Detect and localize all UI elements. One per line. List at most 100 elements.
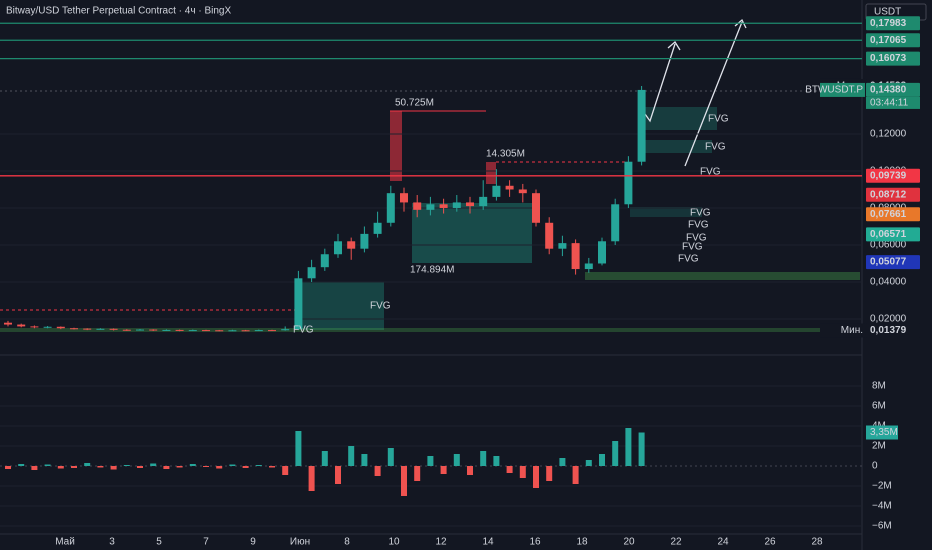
fvg-box	[630, 207, 702, 217]
volume-bar	[269, 466, 275, 468]
annotation: 14.305M	[486, 149, 525, 160]
volume-bar	[282, 466, 289, 475]
y-tick-label: 6M	[872, 401, 886, 412]
price-tag	[866, 51, 920, 66]
volume-bar	[229, 464, 236, 466]
last-volume-tag	[866, 425, 898, 440]
candle-body	[439, 204, 448, 208]
volume-bar	[493, 456, 500, 466]
candle-body	[466, 202, 474, 207]
volume-bar	[189, 464, 196, 466]
annotation: FVG	[686, 233, 707, 244]
price-tag	[866, 96, 920, 109]
zone	[412, 203, 532, 263]
candle-body	[637, 89, 646, 162]
annotation: FVG	[708, 114, 729, 125]
volume-bar	[638, 432, 645, 466]
currency[interactable]: USDT	[874, 7, 901, 18]
candle-body	[373, 222, 382, 234]
y-tick-label: −2M	[872, 481, 892, 492]
candle-body	[43, 326, 52, 328]
y-tick-label: −6M	[872, 521, 892, 532]
candle-body	[56, 326, 65, 329]
candle-body	[505, 185, 514, 190]
candle-body	[149, 329, 158, 331]
candle-body	[558, 243, 567, 249]
annotation: 174.894M	[410, 265, 454, 276]
x-tick-label: 22	[670, 537, 682, 548]
volume-bar	[519, 466, 526, 478]
candle-body	[215, 330, 224, 332]
price-tag	[866, 207, 920, 222]
x-tick-label: 18	[576, 537, 588, 548]
volume-bar	[427, 456, 434, 466]
candle-body	[228, 330, 237, 332]
zone	[298, 282, 384, 330]
volume-bar	[57, 466, 64, 469]
volume-bar	[546, 466, 553, 481]
volume-bar	[97, 466, 104, 468]
chart-title: Bitway/USD Tether Perpetual Contract · 4…	[6, 6, 231, 17]
annotation: FVG	[682, 242, 703, 253]
volume-bar	[176, 466, 183, 468]
candle-body	[598, 241, 606, 264]
x-tick-label: 10	[388, 537, 400, 548]
annotation: 50.725M	[395, 98, 434, 109]
volume-bar	[255, 465, 262, 466]
candle-body	[479, 196, 488, 207]
volume-bar	[216, 466, 223, 469]
price-tag-text: BTWUSDT.P	[805, 85, 863, 96]
price-label: 0,14380	[870, 85, 907, 96]
price-tag	[866, 33, 920, 48]
annotation: FVG	[688, 220, 709, 231]
candle-body	[162, 329, 171, 331]
fvg-box	[640, 107, 717, 130]
price-label: 0,07661	[870, 209, 907, 220]
volume-bar	[137, 466, 143, 468]
volume-bar	[559, 458, 566, 466]
candle-body	[175, 329, 184, 331]
x-tick-label: 8	[344, 537, 350, 548]
candle-body	[347, 241, 356, 249]
candle-body	[492, 185, 501, 197]
volume-bar	[71, 466, 77, 468]
candle-body	[413, 202, 422, 210]
volume-bar	[480, 451, 487, 466]
candle-body	[136, 329, 144, 331]
candle-body	[545, 222, 554, 249]
price-label: 0,16073	[870, 53, 907, 64]
fvg-box	[0, 328, 860, 332]
annotation: FVG	[370, 301, 391, 312]
volume-bar	[5, 466, 11, 469]
candle-body	[188, 330, 197, 332]
volume-bar	[572, 466, 579, 484]
fvg-box	[585, 272, 860, 280]
candle-body	[281, 329, 290, 331]
candle-body	[294, 278, 303, 330]
candle-body	[518, 189, 527, 194]
volume-bar	[321, 451, 328, 466]
y-tick-label: 0,04000	[870, 277, 907, 288]
x-tick-label: 3	[109, 537, 115, 548]
price-tag	[866, 82, 920, 97]
x-tick-label: 7	[203, 537, 209, 548]
candle-body	[241, 330, 250, 332]
volume-bar	[295, 431, 302, 466]
volume-bar	[374, 466, 381, 476]
volume-bar	[18, 464, 25, 466]
volume-bar	[308, 466, 315, 491]
price-label: 0,08712	[870, 189, 907, 200]
volume-bar	[150, 463, 157, 466]
candle-body	[307, 267, 316, 279]
y-tick-label: 0,02000	[870, 314, 907, 325]
candle-body	[268, 330, 276, 332]
volume-bar	[348, 446, 355, 466]
volume-bar	[163, 466, 170, 469]
volume-bar	[533, 466, 539, 488]
zone	[390, 111, 402, 181]
volume-bar	[453, 454, 460, 466]
annotation: FVG	[690, 208, 711, 219]
candle-body	[611, 204, 620, 242]
